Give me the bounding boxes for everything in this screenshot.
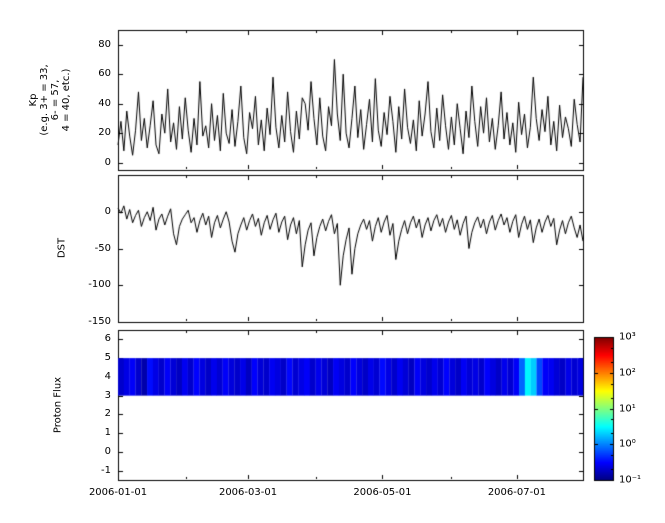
y-tick-label: 0 — [104, 156, 111, 168]
y-tick-label: 0 — [104, 205, 111, 217]
y-tick-label: 40 — [98, 97, 111, 109]
y-tick-label: -1 — [101, 464, 111, 476]
y-tick-label: 3 — [104, 389, 111, 401]
kp-axis-label-line: 6- = 57, — [50, 79, 61, 121]
colorbar-tick-label: 10¹ — [619, 403, 636, 414]
x-tick-label: 2006-03-01 — [218, 487, 278, 498]
kp-axis-label: Kp (e.g. 3+ = 33, 6- = 57, 4 = 40, etc.) — [28, 64, 72, 135]
y-tick-label: 0 — [104, 445, 111, 457]
y-tick-label: 20 — [98, 127, 111, 139]
y-tick-label: 1 — [104, 427, 111, 439]
y-tick-label: 2 — [104, 408, 111, 420]
x-tick-label: 2006-05-01 — [353, 487, 412, 498]
kp-axis-label-line: (e.g. 3+ = 33, — [39, 64, 50, 136]
y-tick-label: 60 — [98, 68, 111, 80]
x-tick-label: 2006-07-01 — [487, 487, 546, 498]
y-tick-label: 6 — [104, 333, 111, 345]
y-tick-label: 5 — [104, 352, 111, 364]
colorbar-tick-label: 10³ — [619, 331, 636, 343]
y-tick-label: -150 — [88, 315, 111, 327]
colorbar-tick-label: 10⁰ — [619, 438, 636, 450]
colorbar-tick-label: 10⁻¹ — [619, 474, 642, 486]
kp-axis-label-line: 4 = 40, etc.) — [61, 68, 72, 132]
x-tick-label: 2006-01-01 — [88, 487, 148, 498]
colorbar-tick-label: 10² — [619, 367, 636, 379]
y-tick-label: 80 — [98, 38, 111, 50]
kp-axis-label-line: Kp — [28, 93, 39, 107]
y-tick-label: -50 — [94, 242, 111, 254]
y-tick-label: -100 — [88, 279, 111, 291]
proton-flux-axis-label: Proton Flux — [52, 376, 64, 434]
y-tick-label: 4 — [104, 370, 111, 382]
dst-axis-label: DST — [56, 237, 68, 259]
